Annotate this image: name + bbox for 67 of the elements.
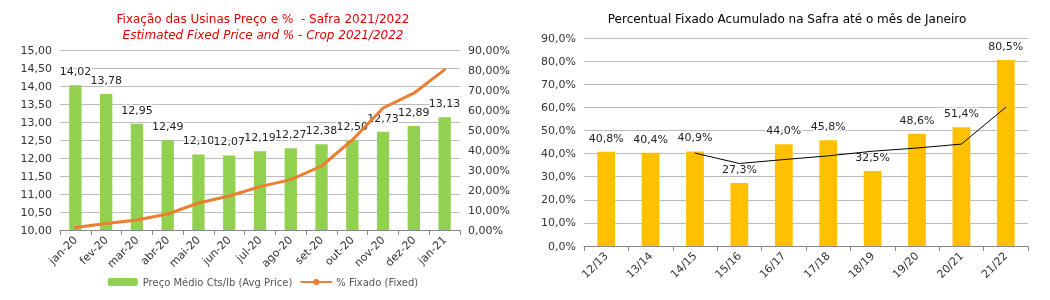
bar — [819, 140, 838, 246]
y2-tick-label: 0,00% — [468, 223, 503, 237]
data-label: 13,78 — [90, 73, 122, 87]
y2-tick-label: 10,00% — [468, 203, 510, 217]
data-label: 12,38 — [305, 124, 338, 138]
bar — [730, 182, 749, 246]
y-tick-label: 14,50 — [20, 61, 52, 75]
y-tick-label: 14,00 — [20, 79, 52, 93]
data-label: 27,3% — [721, 162, 757, 176]
y2-tick-label: 90,00% — [468, 43, 510, 57]
y-tick-label: 90,0% — [541, 31, 576, 45]
data-label: 32,5% — [855, 150, 891, 164]
y2-tick-label: 40,00% — [468, 143, 510, 157]
y-tick-label: 0,0% — [548, 239, 576, 253]
bar — [952, 127, 971, 246]
data-label: 51,4% — [943, 107, 979, 121]
chart-subtitle: Estimated Fixed Price and % - Crop 2021/2022 — [122, 28, 404, 42]
data-label: 12,49 — [151, 120, 184, 134]
data-label: 14,02 — [59, 65, 92, 79]
data-label: 13,13 — [428, 97, 461, 111]
data-label: 12,19 — [244, 131, 276, 145]
data-label: 40,4% — [633, 132, 669, 146]
y-tick-label: 13,50 — [20, 97, 52, 111]
y-tick-label: 10,00 — [20, 223, 52, 237]
data-label: 45,8% — [810, 120, 846, 134]
y-tick-label: 11,50 — [20, 169, 52, 183]
data-label: 44,0% — [766, 124, 802, 138]
bar — [641, 152, 660, 246]
y2-tick-label: 30,00% — [468, 163, 510, 177]
y2-tick-label: 60,00% — [468, 103, 510, 117]
bar — [774, 144, 793, 246]
y-tick-label: 20,0% — [541, 193, 576, 207]
y-tick-label: 12,50 — [20, 133, 52, 147]
data-label: 12,89 — [398, 105, 430, 119]
y2-tick-label: 20,00% — [468, 183, 510, 197]
y-tick-label: 80,0% — [541, 54, 576, 68]
y-tick-label: 13,00 — [20, 115, 52, 129]
y-tick-label: 40,0% — [541, 147, 576, 161]
data-label: 48,6% — [899, 113, 935, 127]
data-label: 80,5% — [988, 39, 1024, 53]
data-label: 40,9% — [677, 131, 713, 145]
y-tick-label: 70,0% — [541, 77, 576, 91]
y-tick-label: 12,00 — [20, 151, 52, 165]
chart-title: Fixação das Usinas Preço e % - Safra 2021/2022 — [116, 12, 410, 26]
bar — [863, 170, 882, 246]
legend-label: % Fixado (Fixed) — [336, 276, 419, 288]
bar — [686, 151, 704, 246]
data-label: 12,27 — [275, 128, 307, 142]
bar — [597, 151, 616, 246]
y-tick-label: 30,0% — [541, 170, 576, 184]
legend-label: Preço Médio Cts/lb (Avg Price) — [142, 276, 293, 288]
y2-tick-label: 80,00% — [468, 63, 510, 77]
y2-tick-label: 50,00% — [468, 123, 510, 137]
data-label: 12,10 — [182, 134, 215, 148]
y-tick-label: 10,0% — [541, 216, 576, 230]
data-label: 12,95 — [121, 103, 153, 117]
y-tick-label: 11,00 — [20, 187, 52, 201]
chart-title: Percentual Fixado Acumulado na Safra até o mês de Janeiro — [607, 12, 967, 26]
data-label: 12,07 — [213, 135, 245, 149]
bar — [996, 59, 1015, 246]
y-tick-label: 10,50 — [20, 205, 52, 219]
y-tick-label: 50,0% — [541, 123, 576, 137]
bar — [908, 133, 926, 246]
data-label: 40,8% — [588, 131, 624, 145]
y-tick-label: 15,00 — [20, 43, 52, 57]
y2-tick-label: 70,00% — [468, 83, 510, 97]
y-tick-label: 60,0% — [541, 100, 576, 114]
